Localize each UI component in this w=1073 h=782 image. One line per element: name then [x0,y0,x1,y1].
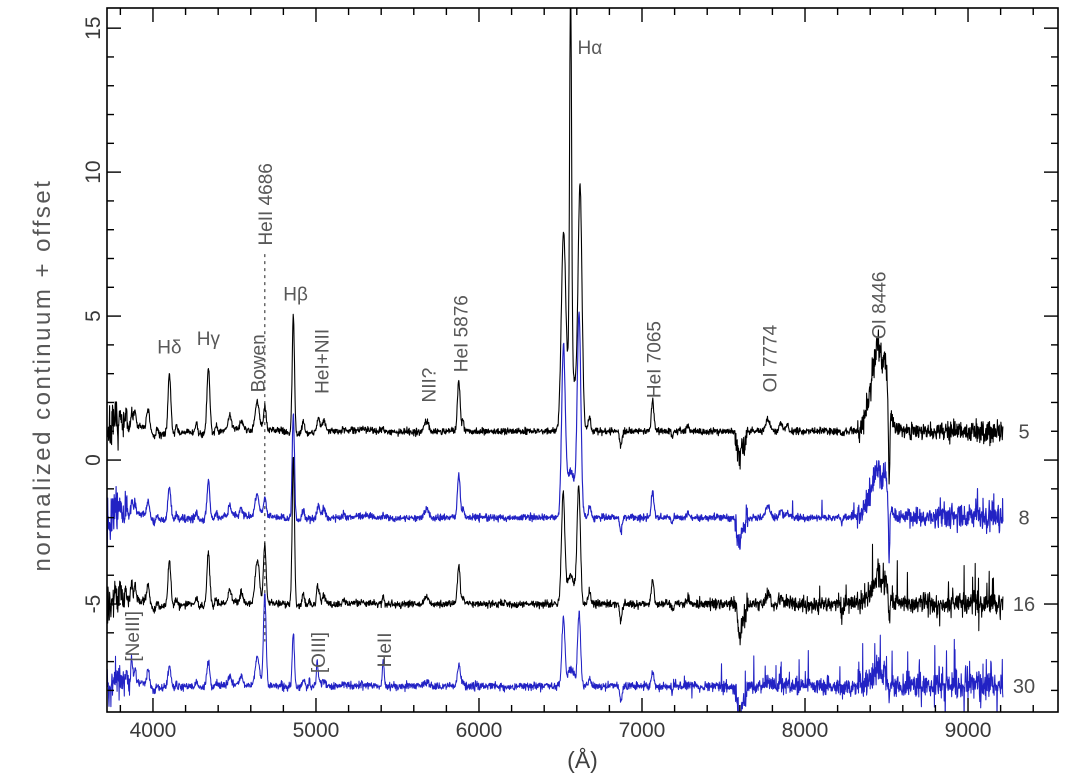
line-label: Hδ [157,338,181,359]
x-tick-label: 5000 [293,719,340,742]
line-label: HeI 7065 [645,321,666,398]
x-tick-label: 8000 [782,719,829,742]
spectrum-8-trace [107,311,1004,564]
spectrum-30-label: 30 [1013,676,1035,698]
spectrum-30-trace [107,593,1004,712]
spectrum-5-trace [107,8,1004,485]
y-axis-title: normalized continuum + offset [29,178,56,572]
line-label: HeII [375,633,396,668]
line-label: NII? [419,368,440,403]
spectrum-16-trace [107,456,1004,646]
y-tick-label: 0 [82,454,105,466]
line-label: Hα [577,38,602,59]
x-tick-label: 6000 [456,719,503,742]
x-axis-title: (Å) [567,747,598,773]
line-label: Bowen [249,334,270,392]
line-label: [NeIII] [123,611,144,662]
line-label: [OIII] [309,632,330,673]
line-label: HeI+NII [313,329,334,394]
line-label: HeI 5876 [451,295,472,372]
spectrum-16-label: 16 [1013,594,1035,616]
y-tick-label: 5 [82,310,105,322]
x-tick-label: 9000 [945,719,992,742]
line-label: OI 8446 [870,272,891,340]
x-tick-label: 7000 [619,719,666,742]
spectrum-5-label: 5 [1018,421,1029,443]
x-tick-label: 4000 [130,719,177,742]
y-tick-label: 15 [82,16,105,39]
plot-frame [106,7,1059,713]
y-tick-label: 10 [82,160,105,183]
spectrum-8-label: 8 [1018,508,1029,530]
y-tick-label: -5 [82,595,105,614]
line-label: Hγ [197,329,221,350]
line-label: OI 7774 [760,324,781,392]
line-label: Hβ [283,284,308,305]
line-label: HeII 4686 [256,163,277,245]
